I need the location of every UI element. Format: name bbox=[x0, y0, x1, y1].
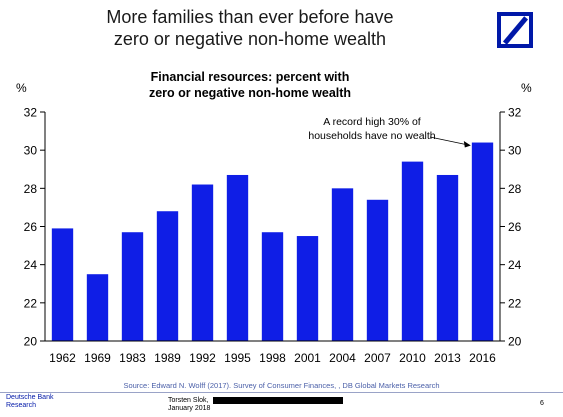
y-tick-label-left: 22 bbox=[24, 296, 38, 310]
bar-1983 bbox=[121, 232, 144, 341]
bar-2007 bbox=[366, 199, 389, 341]
x-tick-label: 2004 bbox=[329, 351, 356, 365]
bar-1969 bbox=[86, 274, 109, 341]
y-tick-label-left: 20 bbox=[24, 335, 38, 349]
slide-title-line-2: zero or negative non-home wealth bbox=[113, 29, 387, 49]
x-tick-label: 1969 bbox=[84, 351, 111, 365]
author-name: Torsten Slok, bbox=[168, 397, 209, 404]
x-tick-label: 1995 bbox=[224, 351, 251, 365]
y-tick-label-left: 30 bbox=[24, 144, 38, 158]
bar-2004 bbox=[331, 188, 354, 341]
y-tick-label-right: 32 bbox=[508, 106, 522, 120]
brand-line-1: Deutsche Bank bbox=[6, 394, 54, 401]
x-tick-label: 2007 bbox=[364, 351, 391, 365]
slide-title-line-1: More families than ever before have bbox=[106, 7, 394, 27]
y-tick-label-right: 28 bbox=[508, 182, 522, 196]
chart-title-line-1: Financial resources: percent with bbox=[150, 70, 350, 84]
bar-1989 bbox=[156, 211, 179, 341]
x-tick-label: 1989 bbox=[154, 351, 181, 365]
x-tick-label: 1998 bbox=[259, 351, 286, 365]
bar-1962 bbox=[51, 228, 74, 341]
chart-title: Financial resources: percent with zero o… bbox=[110, 69, 390, 101]
slide-title: More families than ever before have zero… bbox=[70, 6, 430, 50]
y-axis-label-left: % bbox=[16, 81, 27, 95]
bar-2016 bbox=[471, 142, 494, 341]
deutsche-bank-logo-icon bbox=[497, 12, 533, 48]
source-note: Source: Edward N. Wolff (2017). Survey o… bbox=[123, 381, 440, 390]
author-date: January 2018 bbox=[168, 405, 211, 412]
x-tick-label: 2001 bbox=[294, 351, 321, 365]
bar-chart: 1962 1969 1983 1989 1992 1995 1998 2001 2004 2007… bbox=[16, 81, 532, 365]
x-tick-label: 2010 bbox=[399, 351, 426, 365]
chart-title-line-2: zero or negative non-home wealth bbox=[148, 86, 352, 100]
bar-2001 bbox=[296, 236, 319, 341]
bar-1992 bbox=[191, 184, 214, 341]
y-tick-label-right: 22 bbox=[508, 296, 522, 310]
bar-1995 bbox=[226, 174, 249, 341]
page-number: 6 bbox=[540, 400, 544, 407]
y-tick-label-left: 26 bbox=[24, 220, 38, 234]
x-tick-label: 1992 bbox=[189, 351, 216, 365]
bar-2013 bbox=[436, 174, 459, 341]
x-tick-label: 1962 bbox=[49, 351, 76, 365]
x-tick-label: 2013 bbox=[434, 351, 461, 365]
annotation-line-1: A record high 30% of bbox=[323, 116, 421, 128]
annotation-line-2: households have no wealth bbox=[308, 130, 435, 142]
y-tick-label-right: 26 bbox=[508, 220, 522, 234]
bar-1998 bbox=[261, 232, 284, 341]
y-tick-label-left: 24 bbox=[24, 258, 38, 272]
annotation-arrow-head bbox=[463, 141, 471, 148]
y-tick-label-left: 28 bbox=[24, 182, 38, 196]
x-tick-label: 2016 bbox=[469, 351, 496, 365]
brand-line-2: Research bbox=[6, 402, 36, 409]
footer-divider bbox=[0, 392, 563, 393]
y-tick-label-right: 30 bbox=[508, 144, 522, 158]
author-info: Torsten Slok, January 2018 bbox=[168, 397, 210, 413]
brand-label: Deutsche Bank Research bbox=[6, 394, 53, 410]
bar-2010 bbox=[401, 161, 424, 341]
annotation-arrow-line bbox=[429, 136, 466, 145]
redaction-bar bbox=[213, 397, 343, 404]
y-axis-label-right: % bbox=[521, 81, 532, 95]
y-tick-label-right: 20 bbox=[508, 335, 522, 349]
x-tick-label: 1983 bbox=[119, 351, 146, 365]
y-tick-label-left: 32 bbox=[24, 106, 38, 120]
y-tick-label-right: 24 bbox=[508, 258, 522, 272]
